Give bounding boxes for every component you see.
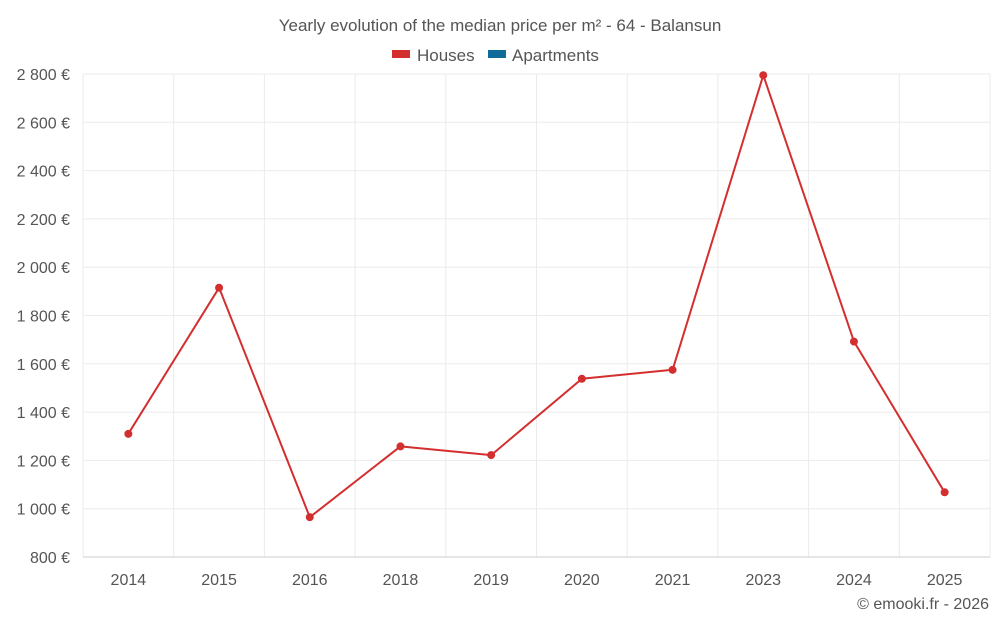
data-point[interactable] — [396, 442, 405, 451]
x-tick-label: 2015 — [201, 572, 237, 589]
legend-swatch-houses — [392, 50, 410, 58]
y-tick-label: 1 000 € — [17, 502, 70, 519]
legend-swatch-apartments — [488, 50, 506, 58]
series-line-houses — [127, 74, 946, 519]
series-layer — [124, 71, 949, 522]
y-tick-label: 2 200 € — [17, 212, 70, 229]
data-point[interactable] — [487, 451, 496, 460]
data-point[interactable] — [849, 337, 858, 346]
chart-title: Yearly evolution of the median price per… — [279, 16, 722, 35]
x-tick-label: 2019 — [473, 572, 509, 589]
data-point[interactable] — [940, 488, 949, 497]
x-tick-label: 2016 — [292, 572, 328, 589]
legend-label-apartments[interactable]: Apartments — [512, 46, 599, 65]
x-tick-label: 2024 — [836, 572, 872, 589]
data-point[interactable] — [577, 374, 586, 383]
data-point[interactable] — [124, 429, 133, 438]
y-tick-label: 1 400 € — [17, 405, 70, 422]
y-tick-label: 2 000 € — [17, 260, 70, 277]
y-tick-label: 2 400 € — [17, 164, 70, 181]
y-tick-label: 800 € — [30, 550, 70, 567]
y-tick-label: 1 800 € — [17, 309, 70, 326]
y-tick-label: 1 200 € — [17, 453, 70, 470]
grid — [82, 73, 991, 558]
x-tick-label: 2014 — [111, 572, 147, 589]
data-point[interactable] — [305, 513, 314, 522]
x-axis-ticks: 2014 2015 2016 2018 2019 2020 2021 2023 2024 2025 — [111, 572, 963, 589]
data-point[interactable] — [668, 365, 677, 374]
x-tick-label: 2021 — [655, 572, 691, 589]
credit-text: © emooki.fr - 2026 — [857, 596, 989, 613]
y-tick-label: 1 600 € — [17, 357, 70, 374]
y-axis-ticks: 800 € 1 000 € 1 200 € 1 400 € 1 600 € 1 800 €… — [17, 67, 70, 567]
y-tick-label: 2 800 € — [17, 67, 70, 84]
x-tick-label: 2023 — [745, 572, 781, 589]
data-point[interactable] — [215, 283, 224, 292]
x-tick-label: 2020 — [564, 572, 600, 589]
y-tick-label: 2 600 € — [17, 115, 70, 132]
legend-label-houses[interactable]: Houses — [417, 46, 475, 65]
x-tick-label: 2025 — [927, 572, 963, 589]
data-point[interactable] — [759, 71, 768, 80]
x-tick-label: 2018 — [383, 572, 419, 589]
legend: Houses Apartments — [392, 46, 599, 65]
